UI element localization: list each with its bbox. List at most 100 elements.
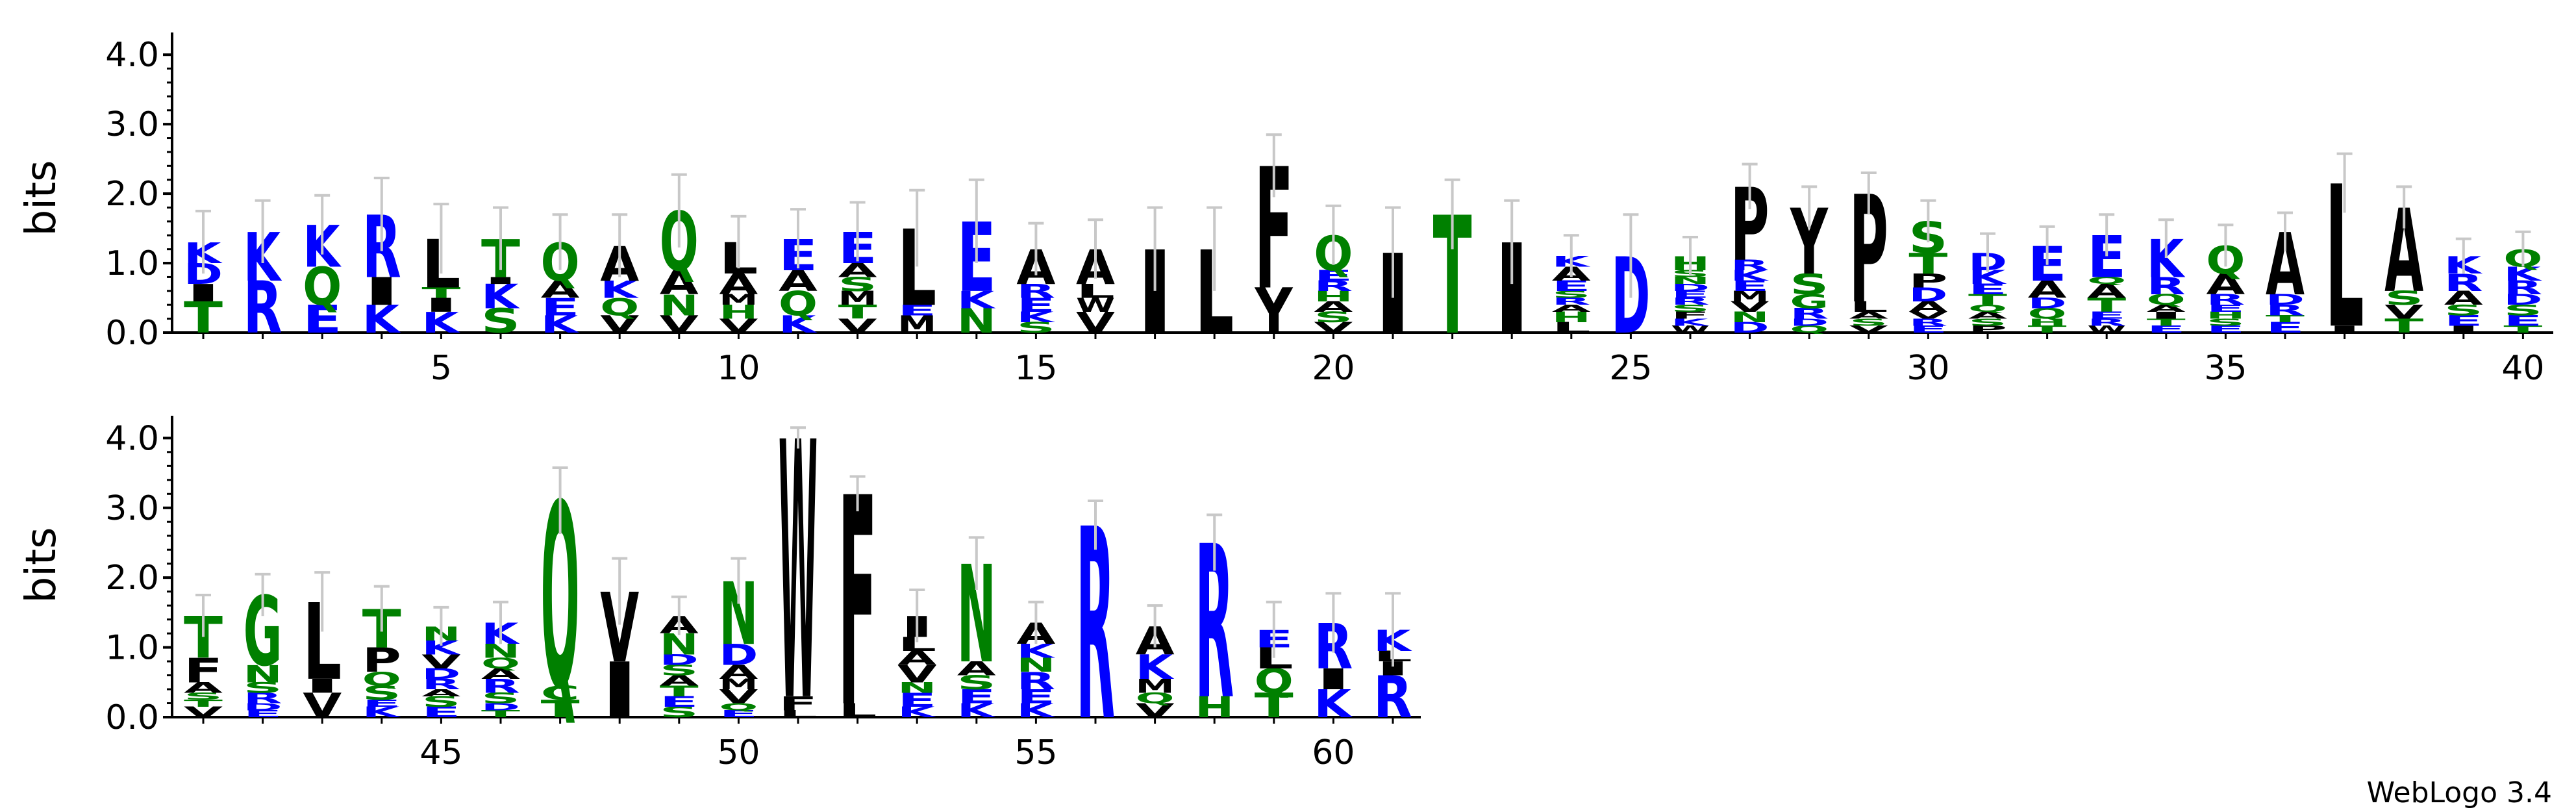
logo-letter: A bbox=[2028, 276, 2067, 303]
x-tick-label-row-2: 50 bbox=[717, 733, 760, 772]
logo-letter: S bbox=[660, 662, 699, 679]
logo-letter: S bbox=[2206, 317, 2245, 328]
y-tick-label-row-2: 2.0 bbox=[105, 559, 159, 598]
x-tick-label-row-2: 55 bbox=[1014, 733, 1057, 772]
logo-letter: T bbox=[2384, 315, 2423, 337]
logo-letter: W bbox=[1076, 294, 1115, 316]
logo-letter: A bbox=[1968, 310, 2007, 321]
logo-letter: Q bbox=[1136, 690, 1175, 707]
logo-letter: K bbox=[2503, 263, 2542, 285]
logo-letter: N bbox=[957, 301, 996, 340]
logo-letter: E bbox=[897, 689, 936, 711]
y-tick-label-row-2: 4.0 bbox=[105, 419, 159, 458]
logo-letter: I bbox=[2444, 324, 2483, 335]
logo-letter: Q bbox=[303, 257, 342, 318]
logo-letter: E bbox=[2147, 324, 2186, 335]
logo-letter: N bbox=[1671, 275, 1710, 286]
x-tick-label-row-1: 10 bbox=[717, 349, 760, 388]
logo-letter: Q bbox=[362, 668, 401, 690]
logo-letter: W bbox=[1671, 324, 1710, 335]
logo-letter: E bbox=[719, 708, 758, 719]
logo-letter: L bbox=[838, 700, 877, 722]
logo-letter: S bbox=[957, 672, 996, 694]
logo-letter: S bbox=[2503, 302, 2542, 319]
logo-letter: E bbox=[1968, 281, 2007, 298]
logo-letter: A bbox=[838, 259, 878, 281]
logo-letter: K bbox=[362, 298, 401, 342]
logo-letter: I bbox=[362, 270, 401, 314]
logo-letter: S bbox=[1671, 303, 1710, 314]
logo-letter: E bbox=[1731, 278, 1769, 294]
logo-letter: D bbox=[1790, 317, 1829, 328]
logo-letter: F bbox=[184, 651, 223, 690]
logo-letter: P bbox=[1968, 324, 2007, 335]
logo-letter: A bbox=[2087, 281, 2127, 303]
logo-letter: T bbox=[184, 294, 223, 343]
logo-letter: I bbox=[184, 279, 223, 307]
logo-letter: E bbox=[1016, 686, 1055, 708]
logo-letter: E bbox=[2206, 303, 2245, 314]
logo-letter: K bbox=[1016, 641, 1055, 663]
logo-letter: E bbox=[541, 294, 580, 321]
y-tick-label-row-1: 3.0 bbox=[105, 105, 159, 144]
logo-row-2: bits 0.01.02.03.04.045 50 55 60VTSAFTEDRSNG… bbox=[18, 369, 1421, 780]
logo-letter: N bbox=[660, 289, 699, 322]
logo-letter: T bbox=[660, 683, 699, 700]
logo-letter: S bbox=[1968, 317, 2007, 328]
logo-letter: L bbox=[779, 708, 818, 719]
logo-letter: K bbox=[1016, 309, 1055, 325]
logo-letter: V bbox=[719, 315, 758, 337]
logo-letter: A bbox=[719, 661, 758, 683]
logo-letter: M bbox=[719, 676, 758, 693]
logo-letter: S bbox=[481, 690, 520, 707]
logo-letter: E bbox=[2266, 320, 2305, 336]
logo-letter: S bbox=[1790, 268, 1829, 301]
logo-letter: R bbox=[2503, 277, 2542, 299]
logo-letter: E bbox=[1016, 294, 1055, 316]
logo-letter: Q bbox=[2028, 305, 2067, 322]
x-tick-label-row-1: 20 bbox=[1312, 349, 1355, 388]
logo-letter: D bbox=[660, 652, 699, 668]
logo-letter: S bbox=[1016, 320, 1055, 336]
logo-letter: E bbox=[1314, 268, 1353, 284]
logo-letter: M bbox=[897, 311, 936, 338]
y-axis-label-row-1: bits bbox=[18, 160, 66, 236]
logo-letter: E bbox=[1908, 324, 1947, 335]
logo-letter: D bbox=[2503, 292, 2542, 309]
logo-letter: D bbox=[421, 665, 460, 682]
logo-letter: V bbox=[1731, 299, 1769, 315]
logo-letter: K bbox=[600, 276, 640, 304]
logo-letter: V bbox=[1908, 310, 1947, 321]
logo-letter: K bbox=[1016, 700, 1055, 722]
logo-letter: D bbox=[1731, 319, 1769, 336]
logo-letter: A bbox=[421, 687, 460, 698]
logo-letter: V bbox=[838, 315, 878, 337]
logo-letter: K bbox=[541, 311, 581, 338]
logo-letter: A bbox=[184, 679, 223, 696]
logo-letter: P bbox=[362, 641, 401, 679]
logo-letter: K bbox=[957, 286, 997, 314]
logo-letter: S bbox=[2384, 287, 2423, 309]
logo-letter: S bbox=[660, 704, 699, 721]
logo-letter: V bbox=[1849, 324, 1888, 335]
logo-letter: A bbox=[779, 264, 818, 298]
logo-letter: T bbox=[541, 695, 580, 723]
logo-letter: A bbox=[660, 673, 699, 690]
logo-letter: H bbox=[1552, 309, 1591, 326]
logo-letter: T bbox=[1908, 247, 1948, 281]
logo-letter: A bbox=[897, 647, 937, 669]
logo-letter: S bbox=[421, 694, 460, 711]
logo-letter: F bbox=[779, 692, 818, 715]
logo-letter: A bbox=[1849, 310, 1888, 321]
logo-letter: A bbox=[957, 657, 997, 679]
logo-letter: H bbox=[2028, 317, 2067, 328]
logo-letter: S bbox=[1314, 309, 1353, 326]
logo-letter: S bbox=[362, 682, 401, 704]
logo-letter: E bbox=[957, 686, 996, 708]
logo-letter: E bbox=[897, 302, 936, 318]
logo-letter: R bbox=[2444, 269, 2483, 297]
y-tick-label-row-1: 4.0 bbox=[105, 36, 159, 75]
logo-letter: M bbox=[1136, 676, 1175, 698]
logo-letter: H bbox=[2206, 310, 2245, 321]
logo-letter: N bbox=[244, 661, 282, 689]
